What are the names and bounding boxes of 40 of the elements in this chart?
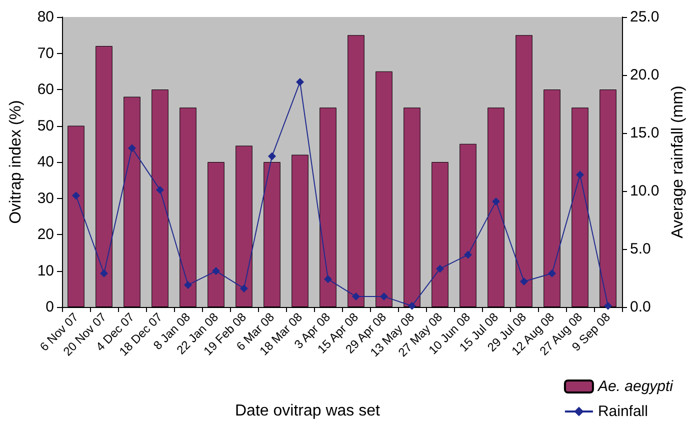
y-axis-title: Ovitrap index (%) <box>8 100 24 224</box>
y-tick-label: 70 <box>37 44 54 62</box>
x-axis-title: Date ovitrap was set <box>235 402 381 420</box>
point <box>520 277 528 286</box>
point <box>576 170 584 179</box>
point <box>324 275 332 284</box>
point <box>156 186 164 194</box>
point <box>464 250 472 259</box>
point <box>436 264 444 273</box>
y-tick-label: 80 <box>37 8 54 26</box>
y-tick-label: 0 <box>46 298 54 316</box>
point <box>72 192 80 200</box>
legend-label: Ae. aegypti <box>596 378 674 395</box>
point <box>128 144 136 152</box>
y-tick-label: 20 <box>37 226 54 243</box>
point <box>380 292 388 301</box>
y-tick-label: 10 <box>37 262 54 280</box>
point <box>492 197 500 206</box>
point <box>240 284 248 292</box>
y2-tick-label: 15.0 <box>630 124 660 142</box>
point <box>184 280 192 289</box>
y2-tick-label: 25.0 <box>630 8 660 26</box>
point <box>604 302 612 310</box>
legend-label: Rainfall <box>598 403 648 420</box>
point <box>548 269 556 278</box>
point <box>408 302 416 310</box>
y2-tick-label: 10.0 <box>630 182 660 200</box>
y-tick-label: 60 <box>37 81 54 98</box>
point <box>296 78 304 86</box>
y2-axis-title: Average rainfall (mm) <box>670 86 687 238</box>
y2-tick-label: 5.0 <box>630 240 651 258</box>
point <box>352 292 360 301</box>
point <box>268 152 276 160</box>
y2-tick-label: 20.0 <box>630 66 660 84</box>
point <box>212 267 220 276</box>
y-tick-label: 40 <box>37 154 54 170</box>
y-tick-label: 30 <box>37 190 54 207</box>
point <box>100 269 108 278</box>
y2-tick-label: 0.0 <box>630 298 651 316</box>
y-tick-label: 50 <box>37 117 54 134</box>
